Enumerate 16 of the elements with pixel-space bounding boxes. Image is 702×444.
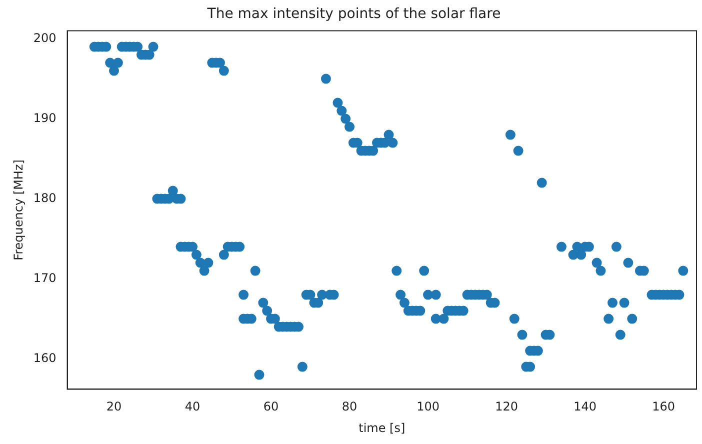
x-tick-label: 60: [263, 400, 279, 414]
chart-title: The max intensity points of the solar flare: [206, 6, 501, 22]
x-tick-label: 120: [495, 400, 518, 414]
y-tick-label: 200: [33, 30, 56, 45]
x-tick-label: 100: [416, 400, 440, 414]
y-tick-label: 160: [33, 350, 56, 365]
y-tick-label: 190: [33, 110, 56, 125]
y-tick-label: 180: [33, 190, 56, 205]
y-axis-title: Frequency [MHz]: [11, 160, 26, 260]
x-tick-label: 20: [106, 400, 122, 414]
x-tick-label: 40: [184, 400, 200, 414]
x-axis-title: time [s]: [358, 420, 406, 435]
y-tick-label: 170: [33, 270, 56, 285]
x-tick-label: 140: [574, 400, 596, 414]
x-tick-label: 80: [342, 400, 358, 414]
x-tick-label: 160: [652, 400, 675, 414]
